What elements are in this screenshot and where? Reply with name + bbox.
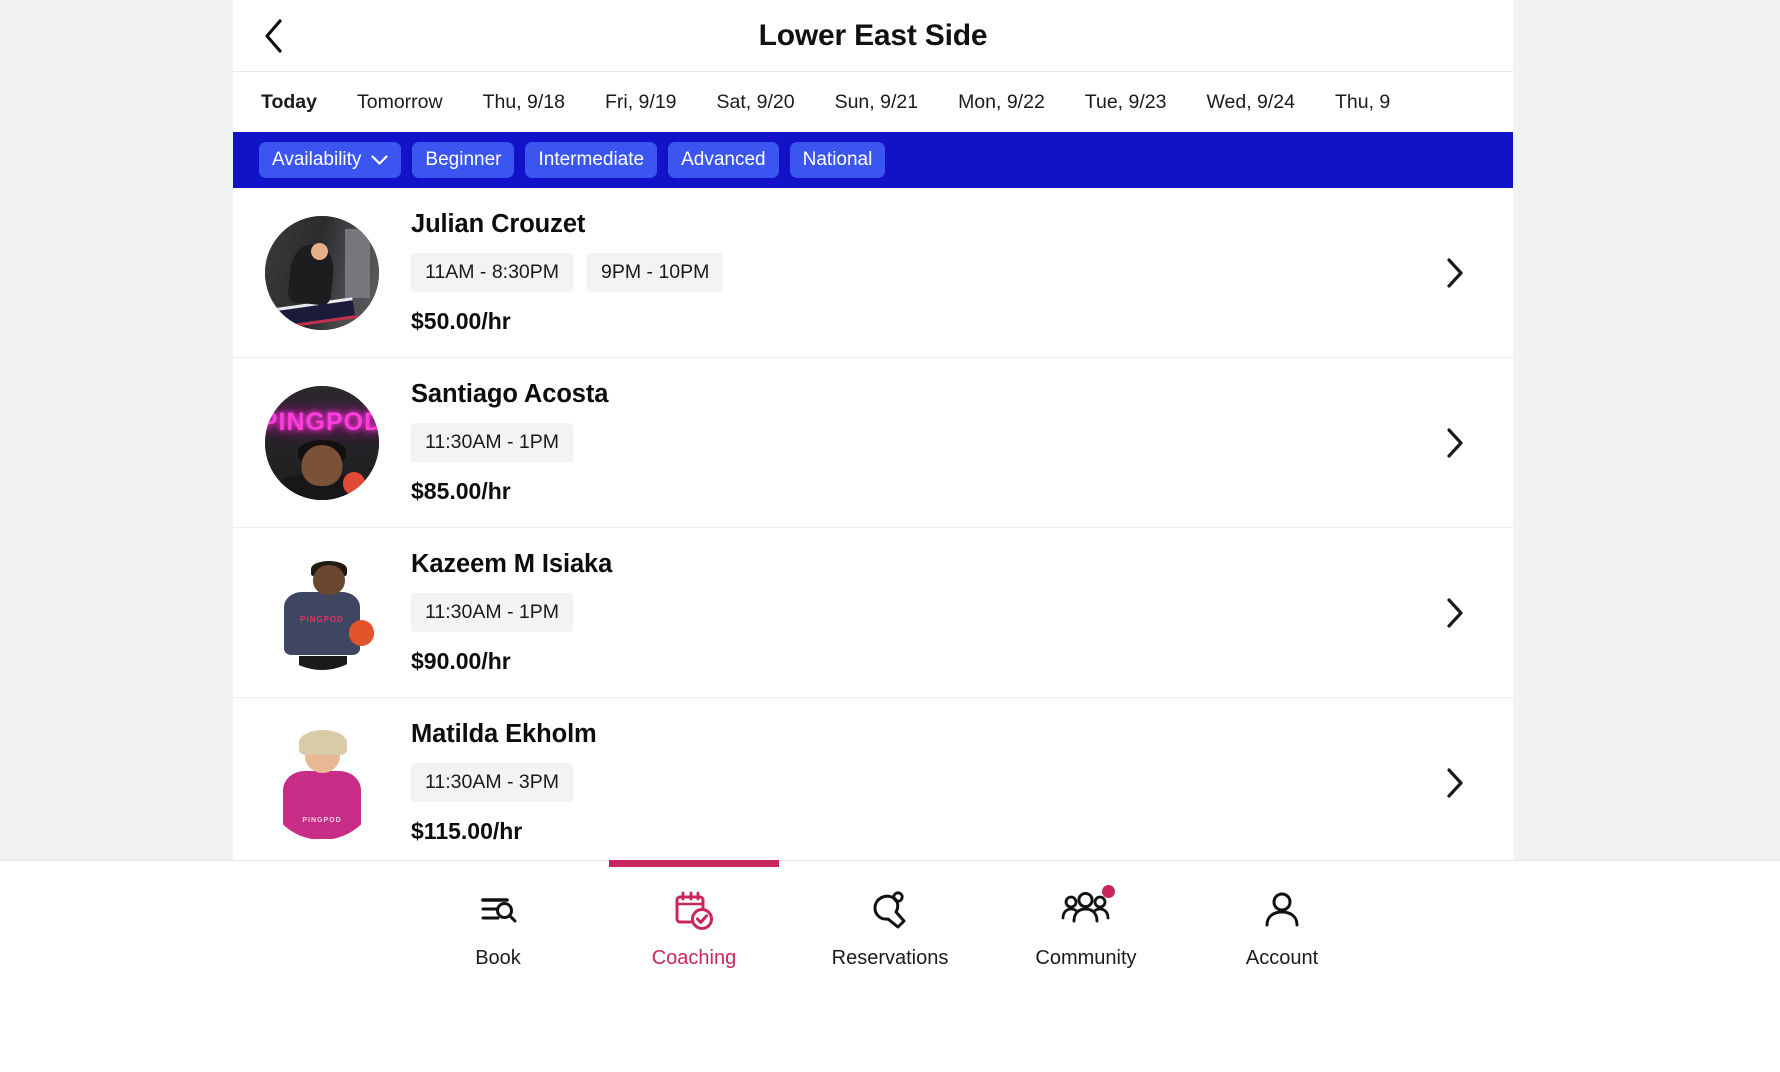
date-tab-tomorrow[interactable]: Tomorrow (357, 91, 471, 114)
chevron-right-icon[interactable] (1435, 423, 1475, 463)
nav-item-reservations[interactable]: Reservations (792, 861, 988, 970)
avatar: PINGPOD (265, 725, 379, 840)
coach-info: Julian Crouzet 11AM - 8:30PM 9PM - 10PM … (411, 210, 1513, 335)
coach-price: $90.00/hr (411, 648, 511, 674)
level-filter-intermediate[interactable]: Intermediate (525, 142, 658, 178)
chevron-right-icon[interactable] (1435, 593, 1475, 633)
date-tab-tue-0923[interactable]: Tue, 9/23 (1085, 91, 1195, 114)
chevron-right-glyph (1447, 767, 1463, 798)
paddle-ball-icon (868, 887, 912, 935)
chevron-right-glyph (1447, 427, 1463, 458)
chevron-left-icon[interactable] (251, 14, 295, 58)
chevron-right-icon[interactable] (1435, 763, 1475, 803)
filter-bar: Availability Beginner Intermediate Advan… (233, 132, 1513, 188)
avatar-shirt-text: PINGPOD (300, 614, 344, 624)
slot-chip[interactable]: 11:30AM - 1PM (411, 593, 574, 632)
bottom-navigation: Book Coaching (0, 860, 1780, 1072)
slot-list: 11:30AM - 1PM (411, 593, 1513, 632)
avatar: PINGPOD (265, 385, 379, 500)
coach-row-santiago-acosta[interactable]: PINGPOD Santiago Acosta 11:30AM - 1PM $8… (233, 358, 1513, 528)
coach-info: Matilda Ekholm 11:30AM - 3PM $115.00/hr (411, 720, 1513, 845)
chevron-right-glyph (1447, 257, 1463, 288)
list-search-icon (476, 887, 520, 935)
nav-label: Reservations (831, 947, 949, 969)
date-tab-fri-0919[interactable]: Fri, 9/19 (605, 91, 705, 114)
coach-name: Matilda Ekholm (411, 720, 597, 748)
nav-label: Coaching (651, 947, 737, 969)
nav-item-book[interactable]: Book (400, 861, 596, 970)
chevron-down-icon (371, 154, 389, 165)
coach-info: Kazeem M Isiaka 11:30AM - 1PM $90.00/hr (411, 550, 1513, 675)
calendar-check-icon (671, 887, 717, 935)
people-group-icon (1061, 885, 1115, 935)
coach-row-matilda-ekholm[interactable]: PINGPOD Matilda Ekholm 11:30AM - 3PM $11… (233, 698, 1513, 868)
nav-label: Account (1245, 947, 1319, 969)
date-tab-mon-0922[interactable]: Mon, 9/22 (958, 91, 1073, 114)
page-title: Lower East Side (758, 18, 988, 52)
date-tab-thu-0918[interactable]: Thu, 9/18 (483, 91, 593, 114)
avatar-neon-text: PINGPOD (265, 408, 379, 437)
slot-chip[interactable]: 11:30AM - 1PM (411, 423, 574, 462)
slot-chip[interactable]: 11AM - 8:30PM (411, 253, 574, 292)
person-icon (1260, 887, 1304, 935)
availability-filter-button[interactable]: Availability (259, 142, 402, 178)
date-tab-sun-0921[interactable]: Sun, 9/21 (835, 91, 946, 114)
chevron-right-glyph (1447, 597, 1463, 628)
date-tab-sat-0920[interactable]: Sat, 9/20 (717, 91, 823, 114)
active-tab-indicator (609, 860, 779, 867)
slot-chip[interactable]: 11:30AM - 3PM (411, 763, 574, 802)
date-tab-wed-0924[interactable]: Wed, 9/24 (1206, 91, 1323, 114)
notification-badge (1102, 885, 1115, 898)
date-tab-strip[interactable]: Today Tomorrow Thu, 9/18 Fri, 9/19 Sat, … (233, 72, 1513, 132)
level-filter-advanced[interactable]: Advanced (668, 142, 779, 178)
slot-list: 11:30AM - 1PM (411, 423, 1513, 462)
avatar-shirt-text: PINGPOD (302, 816, 342, 824)
nav-item-community[interactable]: Community (988, 861, 1184, 970)
level-filter-national[interactable]: National (789, 142, 886, 178)
coach-name: Santiago Acosta (411, 380, 609, 408)
availability-filter-label: Availability (272, 149, 362, 170)
coach-info: Santiago Acosta 11:30AM - 1PM $85.00/hr (411, 380, 1513, 505)
coach-name: Julian Crouzet (411, 210, 586, 238)
nav-item-coaching[interactable]: Coaching (596, 860, 792, 970)
coach-price: $115.00/hr (411, 818, 523, 844)
avatar: PINGPOD (265, 555, 379, 670)
coach-price: $50.00/hr (411, 308, 511, 334)
app-header: Lower East Side (233, 0, 1513, 72)
coach-row-julian-crouzet[interactable]: Julian Crouzet 11AM - 8:30PM 9PM - 10PM … (233, 188, 1513, 358)
nav-label: Community (1035, 947, 1137, 969)
date-tab-today[interactable]: Today (261, 91, 345, 114)
level-filter-beginner[interactable]: Beginner (412, 142, 515, 178)
date-tab-thu-next[interactable]: Thu, 9 (1335, 91, 1418, 114)
coach-name: Kazeem M Isiaka (411, 550, 613, 578)
nav-item-account[interactable]: Account (1184, 861, 1380, 970)
chevron-left-glyph (265, 18, 282, 53)
chevron-right-icon[interactable] (1435, 253, 1475, 293)
coach-row-kazeem-m-isiaka[interactable]: PINGPOD Kazeem M Isiaka 11:30AM - 1PM $9… (233, 528, 1513, 698)
slot-list: 11:30AM - 3PM (411, 763, 1513, 802)
slot-list: 11AM - 8:30PM 9PM - 10PM (411, 253, 1513, 292)
nav-label: Book (475, 947, 521, 969)
coach-price: $85.00/hr (411, 478, 511, 504)
avatar (265, 215, 379, 330)
slot-chip[interactable]: 9PM - 10PM (587, 253, 724, 292)
